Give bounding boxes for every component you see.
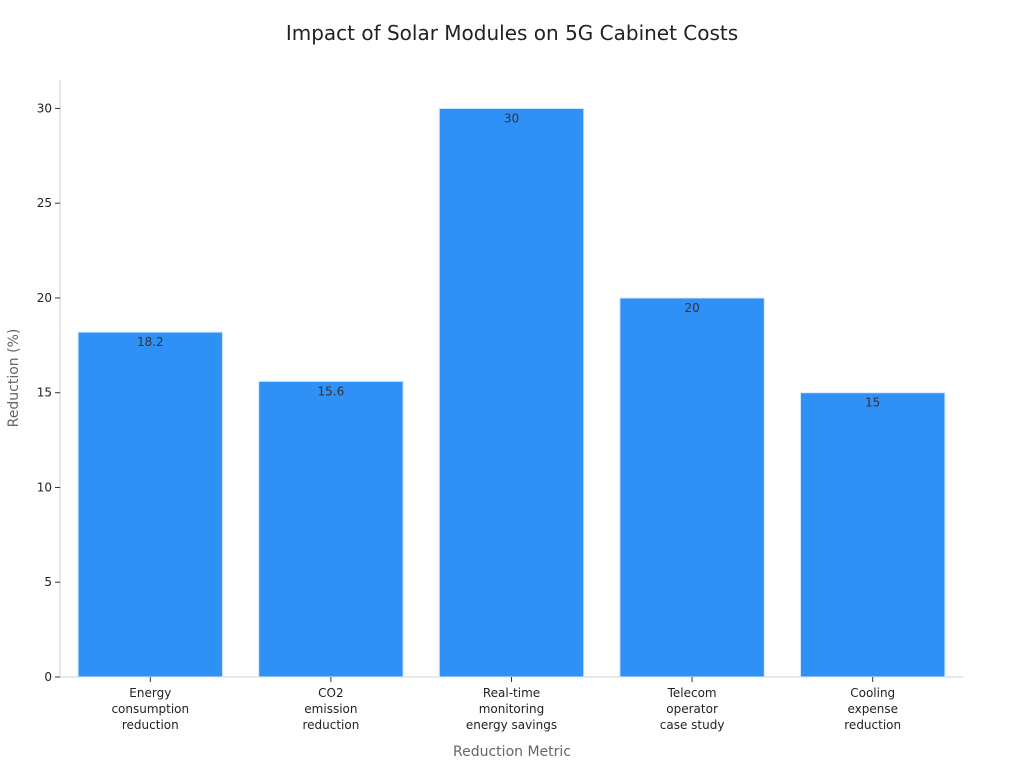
y-axis-ticks: 0 5 10 15 20 25 30 [37,101,60,684]
x-tick-label-line: consumption [111,702,189,716]
x-tick-label-line: CO2 [318,686,343,700]
y-tick-label: 5 [44,575,52,589]
bar [258,380,404,678]
bar-value-label: 20 [684,301,699,315]
x-tick-label-line: reduction [302,718,359,732]
x-tick-label-line: emission [304,702,357,716]
bars-group [77,107,946,678]
x-tick-label-line: Cooling [850,686,895,700]
x-axis-label: Reduction Metric [453,744,571,760]
y-tick-label: 15 [37,386,52,400]
x-tick-label-line: expense [847,702,898,716]
bar-value-label: 30 [504,111,519,125]
bar [77,331,224,678]
y-tick-label: 0 [44,670,52,684]
chart-title: Impact of Solar Modules on 5G Cabinet Co… [286,21,738,45]
x-tick-label-line: operator [666,702,718,716]
bar [799,392,946,678]
y-tick-label: 30 [37,101,52,115]
x-axis-ticks: Energy consumption reduction CO2 emission red… [111,677,901,732]
bar-value-label: 15 [865,396,880,410]
bar [438,107,585,678]
y-axis-label: Reduction (%) [6,329,22,428]
x-tick-label-line: Real-time [483,686,540,700]
bar-value-label: 15.6 [318,384,345,398]
x-tick-label-line: case study [660,718,725,732]
y-tick-label: 20 [37,291,52,305]
x-tick-label-line: monitoring [479,702,545,716]
data-labels-group: 18.2 15.6 30 20 15 [137,111,880,409]
bar [619,297,765,678]
y-tick-label: 10 [37,480,52,494]
x-tick-label-line: Energy [129,686,171,700]
x-tick-label-line: reduction [122,718,179,732]
x-tick-label-line: energy savings [466,718,557,732]
x-tick-label-line: Telecom [667,686,717,700]
bar-value-label: 18.2 [137,335,164,349]
x-tick-label-line: reduction [844,718,901,732]
y-tick-label: 25 [37,196,52,210]
